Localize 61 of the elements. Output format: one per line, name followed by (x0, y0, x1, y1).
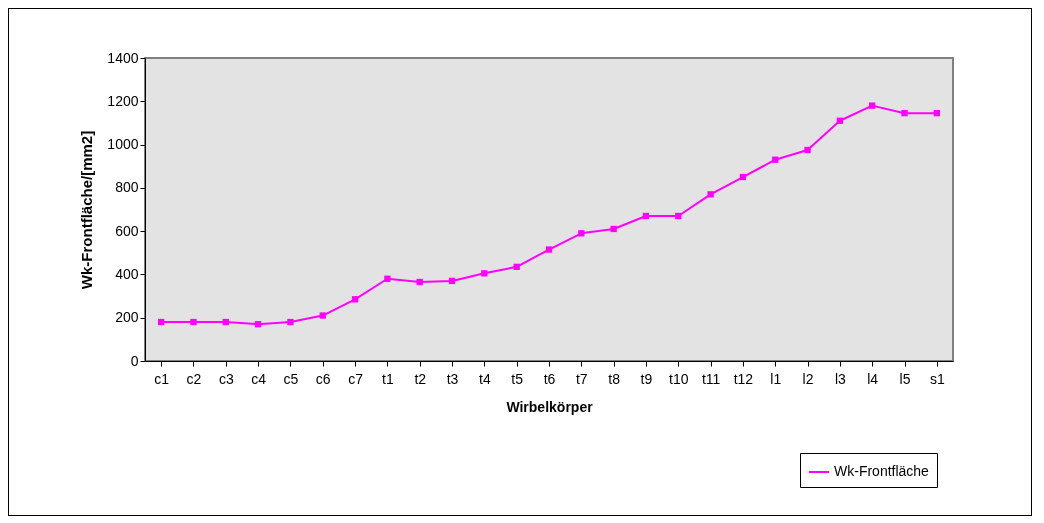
x-tick-label: l3 (834, 370, 847, 387)
point (836, 117, 844, 124)
x-tick-label: c6 (315, 370, 331, 387)
point (222, 318, 229, 326)
y-tick-label: 0 (130, 352, 139, 369)
point (804, 146, 811, 154)
y-tick-label: 400 (115, 265, 139, 282)
point (448, 277, 456, 285)
point (545, 246, 553, 253)
point (384, 275, 391, 282)
point (772, 156, 779, 163)
x-tick-label: c4 (251, 370, 267, 387)
point (254, 321, 262, 328)
point (481, 270, 488, 277)
point (287, 318, 294, 326)
point (675, 212, 682, 220)
y-tick-label: 600 (115, 222, 139, 239)
x-tick-label: t7 (575, 370, 588, 387)
x-axis-title: Wirbelkörper (506, 398, 594, 415)
y-tick-label: 200 (115, 309, 139, 326)
point (739, 173, 747, 181)
point (933, 110, 940, 117)
y-tick-label: 800 (115, 179, 139, 196)
y-tick-label: 1400 (107, 49, 139, 66)
x-tick-label: t8 (608, 370, 621, 387)
x-tick-label: s1 (929, 370, 945, 387)
x-tick-label: t9 (640, 370, 653, 387)
x-tick-label: c5 (283, 370, 299, 387)
point (158, 318, 165, 326)
x-tick-label: c2 (186, 370, 202, 387)
legend-label: Wk-Frontfläche (834, 463, 930, 479)
y-tick-label: 1200 (107, 92, 139, 109)
point (513, 263, 520, 271)
point (642, 212, 650, 220)
x-tick-label: c1 (154, 370, 170, 387)
y-axis-title: Wk-Frontfläche/[mm2] (78, 130, 96, 290)
x-tick-label: l5 (899, 370, 911, 387)
point (901, 110, 908, 117)
point (190, 318, 197, 326)
point (707, 191, 714, 198)
y-tick-label: 1000 (107, 136, 139, 153)
x-tick-label: t5 (511, 370, 524, 387)
point (319, 312, 326, 319)
x-tick-label: t10 (669, 370, 689, 387)
point (869, 102, 876, 109)
x-tick-label: t4 (479, 370, 491, 387)
x-tick-label: t3 (446, 370, 459, 387)
point (351, 296, 359, 303)
x-tick-label: l4 (867, 370, 879, 387)
point (416, 278, 423, 286)
x-tick-label: c3 (218, 370, 234, 387)
x-tick-label: t1 (382, 370, 394, 387)
x-tick-label: l2 (802, 370, 814, 387)
point (610, 225, 617, 233)
x-tick-label: t6 (543, 370, 556, 387)
x-tick-label: l1 (770, 370, 782, 387)
x-tick-label: c7 (348, 370, 364, 387)
x-tick-label: t11 (701, 370, 721, 387)
x-tick-label: t2 (414, 370, 427, 387)
x-tick-label: t12 (733, 370, 754, 387)
point (578, 230, 585, 237)
